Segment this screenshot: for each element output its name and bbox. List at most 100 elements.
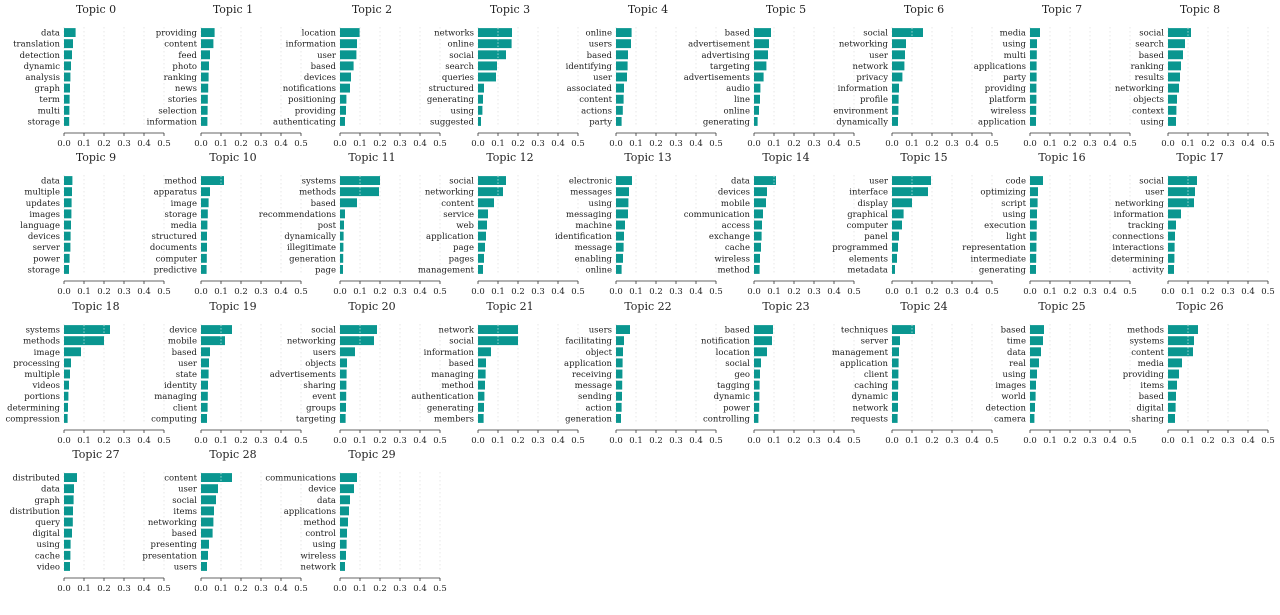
x-tick-label: 0.2 bbox=[511, 436, 525, 446]
bar bbox=[64, 380, 69, 390]
word-label: using bbox=[1003, 210, 1027, 220]
bar bbox=[64, 176, 73, 185]
bar bbox=[478, 369, 486, 379]
panel-title: Topic 14 bbox=[762, 151, 809, 164]
x-tick-label: 0.3 bbox=[254, 584, 268, 594]
bar bbox=[64, 402, 68, 412]
word-label: based bbox=[172, 529, 198, 539]
bar bbox=[201, 72, 209, 82]
word-label: generation bbox=[565, 414, 612, 424]
word-label: networking bbox=[1115, 84, 1165, 94]
word-label: data bbox=[317, 496, 336, 506]
word-label: based bbox=[172, 348, 198, 358]
bar bbox=[754, 242, 761, 252]
word-label: applications bbox=[284, 507, 336, 517]
x-tick-label: 0.3 bbox=[117, 584, 131, 594]
x-tick-label: 0.0 bbox=[885, 287, 899, 297]
word-label: mobile bbox=[168, 337, 197, 347]
topic-panel: Topic 15 userinterfacedisplaygraphicalcom… bbox=[832, 151, 999, 297]
word-label: authentication bbox=[411, 392, 474, 402]
word-label: ranking bbox=[1131, 62, 1165, 72]
x-tick-label: 0.1 bbox=[491, 139, 505, 149]
topic-panel: Topic 18 systemsmethodsimageprocessingmul… bbox=[5, 300, 170, 446]
x-tick-label: 0.0 bbox=[333, 139, 347, 149]
x-tick-label: 0.1 bbox=[491, 436, 505, 446]
word-label: networking bbox=[1115, 199, 1165, 209]
x-tick-label: 0.1 bbox=[905, 436, 919, 446]
x-tick-label: 0.3 bbox=[393, 287, 407, 297]
x-tick-label: 0.2 bbox=[373, 287, 387, 297]
panel-title: Topic 22 bbox=[624, 300, 671, 313]
x-tick-label: 0.0 bbox=[747, 287, 761, 297]
word-label: distribution bbox=[10, 507, 61, 517]
x-tick-label: 0.3 bbox=[531, 287, 545, 297]
word-label: based bbox=[311, 199, 337, 209]
bar bbox=[340, 28, 360, 37]
word-label: page bbox=[453, 243, 474, 253]
x-tick-label: 0.1 bbox=[214, 139, 228, 149]
x-tick-label: 0.2 bbox=[1063, 287, 1077, 297]
bar bbox=[754, 402, 760, 412]
word-label: user bbox=[593, 73, 613, 83]
bar bbox=[201, 358, 209, 368]
bar bbox=[64, 83, 70, 93]
x-tick-label: 0.4 bbox=[274, 436, 288, 446]
word-label: device bbox=[308, 485, 336, 495]
bar bbox=[1168, 380, 1177, 390]
word-label: server bbox=[861, 337, 889, 347]
word-label: predictive bbox=[154, 265, 197, 275]
x-tick-label: 0.5 bbox=[985, 436, 999, 446]
x-tick-label: 0.2 bbox=[649, 287, 663, 297]
word-label: determining bbox=[7, 403, 60, 413]
word-label: information bbox=[838, 84, 889, 94]
bar bbox=[340, 347, 355, 357]
topic-panel: Topic 3 networksonlinesocialsearchqueries… bbox=[427, 3, 585, 149]
x-tick-label: 0.5 bbox=[847, 436, 861, 446]
word-label: systems bbox=[26, 326, 60, 336]
topic-panel: Topic 27 distributeddatagraphdistribution… bbox=[10, 448, 171, 594]
bar bbox=[892, 358, 899, 368]
topic-panel: Topic 16 codeoptimizingscriptusingexecuti… bbox=[962, 151, 1136, 297]
bar bbox=[64, 28, 76, 37]
x-tick-label: 0.0 bbox=[609, 139, 623, 149]
bar bbox=[1030, 83, 1037, 93]
word-label: representation bbox=[962, 243, 1026, 253]
bar bbox=[201, 473, 232, 482]
x-tick-label: 0.3 bbox=[1083, 287, 1097, 297]
x-tick-label: 0.1 bbox=[1043, 139, 1057, 149]
x-tick-label: 0.2 bbox=[234, 436, 248, 446]
bar bbox=[201, 242, 207, 252]
bar bbox=[892, 83, 899, 93]
bar bbox=[201, 198, 209, 208]
bar bbox=[754, 83, 761, 93]
bar bbox=[340, 414, 346, 423]
bar bbox=[1030, 358, 1039, 368]
bar bbox=[478, 28, 512, 37]
bar bbox=[201, 347, 210, 357]
bar bbox=[616, 265, 622, 274]
bar bbox=[892, 198, 912, 208]
x-tick-label: 0.2 bbox=[925, 436, 939, 446]
topic-panel: Topic 2 locationinformationuserbaseddevic… bbox=[273, 3, 447, 149]
x-tick-label: 0.4 bbox=[413, 287, 427, 297]
word-label: panel bbox=[864, 232, 888, 242]
word-label: party bbox=[589, 117, 612, 127]
x-tick-label: 0.2 bbox=[1201, 287, 1215, 297]
bar bbox=[478, 347, 491, 357]
x-tick-label: 0.0 bbox=[57, 287, 71, 297]
x-tick-label: 0.5 bbox=[157, 436, 171, 446]
bar bbox=[1030, 209, 1037, 219]
word-label: control bbox=[305, 529, 336, 539]
bar bbox=[478, 61, 497, 71]
bar bbox=[1168, 176, 1197, 185]
word-label: based bbox=[1139, 51, 1165, 61]
word-label: computer bbox=[847, 221, 889, 231]
topic-panel: Topic 23 basednotificationlocationsocialg… bbox=[701, 300, 861, 446]
word-label: optimizing bbox=[980, 188, 1026, 198]
x-tick-label: 0.4 bbox=[413, 139, 427, 149]
word-label: execution bbox=[984, 221, 1026, 231]
bar bbox=[1168, 265, 1174, 274]
word-label: ranking bbox=[164, 73, 198, 83]
bar bbox=[616, 414, 621, 423]
bar bbox=[340, 484, 354, 494]
